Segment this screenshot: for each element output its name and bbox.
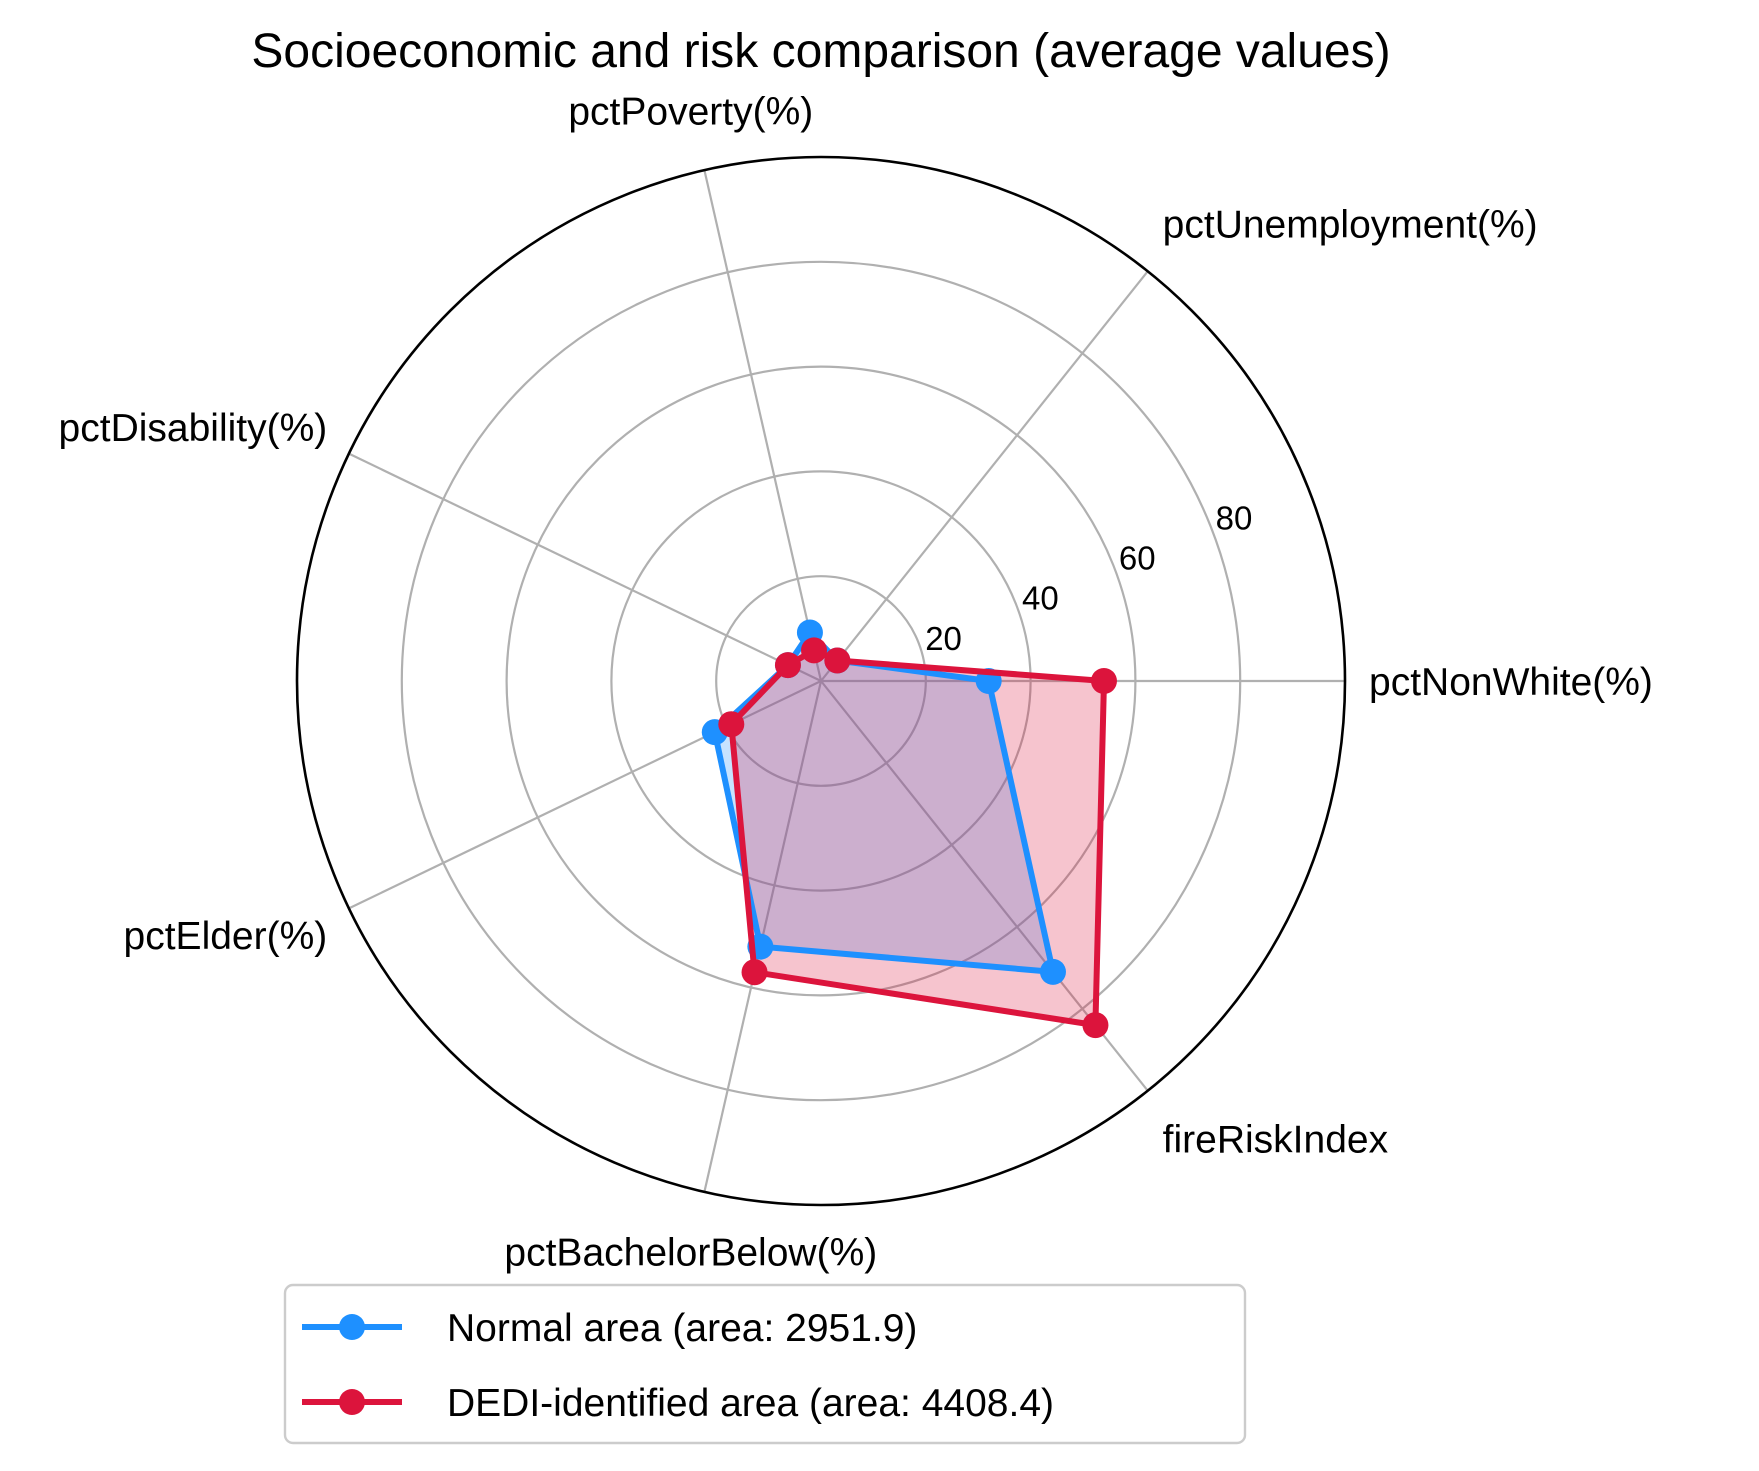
- legend-label-normal: Normal area (area: 2951.9): [447, 1307, 917, 1350]
- radial-tick-label-20: 20: [925, 620, 962, 657]
- labels-layer: pctNonWhite(%) pctUnemployment(%) pctPover…: [59, 91, 1653, 1275]
- data-point-dedi-pctbachelorbelow: [741, 959, 768, 986]
- axis-label-pctpoverty: pctPoverty(%): [568, 91, 813, 134]
- outer-ring: [295, 155, 1347, 1207]
- axis-label-pctelder: pctElder(%): [124, 915, 328, 958]
- series-fill-dedi: [731, 650, 1104, 1026]
- data-point-dedi-pctunemployment: [824, 647, 851, 674]
- legend-marker-dedi: [339, 1389, 365, 1415]
- axis-label-pctdisability: pctDisability(%): [59, 407, 328, 450]
- data-point-dedi-fireriskindex: [1082, 1012, 1109, 1039]
- series-layer: [701, 619, 1117, 1039]
- legend-entry-normal: Normal area (area: 2951.9): [302, 1307, 917, 1350]
- axis-label-fireriskindex: fireRiskIndex: [1163, 1118, 1389, 1161]
- radial-tick-label-60: 60: [1119, 540, 1156, 577]
- legend-label-dedi: DEDI-identified area (area: 4408.4): [447, 1382, 1054, 1425]
- spoke-pctpoverty: [703, 169, 823, 682]
- radial-tick-label-40: 40: [1022, 580, 1059, 617]
- series-fill-normal: [714, 632, 1053, 972]
- data-point-dedi-pctdisability: [774, 652, 801, 679]
- chart-title: Socioeconomic and risk comparison (avera…: [251, 25, 1390, 78]
- axis-label-pctbachelorbelow: pctBachelorBelow(%): [504, 1231, 877, 1274]
- legend: Normal area (area: 2951.9) DEDI-identifi…: [283, 1283, 1247, 1445]
- radial-tick-label-80: 80: [1216, 500, 1253, 537]
- grid-layer: 20 40 60 80: [295, 155, 1347, 1207]
- legend-entry-dedi: DEDI-identified area (area: 4408.4): [302, 1382, 1054, 1425]
- legend-marker-normal: [339, 1314, 365, 1340]
- data-point-normal-fireriskindex: [1039, 958, 1066, 985]
- data-point-dedi-pctelder: [718, 711, 745, 738]
- legend-box: [283, 1283, 1247, 1445]
- data-point-dedi-pctpoverty: [801, 637, 828, 664]
- axis-label-pctunemployment: pctUnemployment(%): [1163, 204, 1538, 247]
- data-point-dedi-pctnonwhite: [1090, 668, 1117, 694]
- spoke-pctunemployment: [820, 270, 1149, 682]
- axis-label-pctnonwhite: pctNonWhite(%): [1369, 661, 1653, 704]
- spoke-pctdisability: [348, 452, 822, 682]
